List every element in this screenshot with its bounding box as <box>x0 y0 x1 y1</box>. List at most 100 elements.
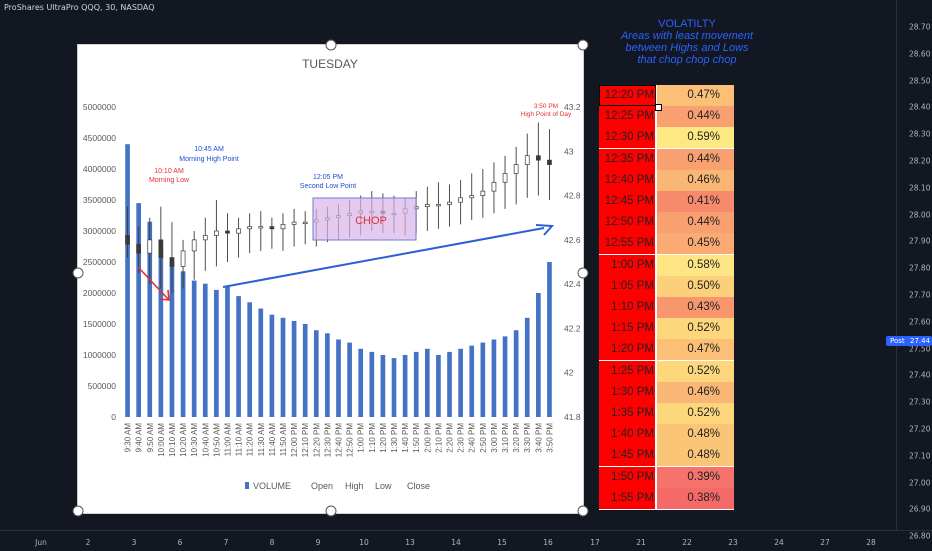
resize-handle-bottom[interactable] <box>325 505 337 517</box>
volatility-table[interactable]: 12:20 PM 0.47% 12:25 PM 0.44% 12:30 PM 0.59% 1… <box>599 85 734 510</box>
volume-bar <box>214 289 219 417</box>
volatility-row[interactable]: 1:55 PM 0.38% <box>599 487 734 509</box>
volatility-percent: 0.45% <box>657 233 734 255</box>
volume-bar <box>158 249 164 417</box>
morning-high-time: 10:45 AM <box>194 146 224 153</box>
volatility-row[interactable]: 1:20 PM 0.47% <box>599 339 734 361</box>
ohlc-body <box>547 159 552 165</box>
volatility-row[interactable]: 1:15 PM 0.52% <box>599 318 734 340</box>
x-axis-tick-label: 11:50 AM <box>279 423 288 457</box>
symbol-title: ProShares UltraPro QQQ, 30, NASDAQ <box>4 3 155 12</box>
second-low-time: 12:05 PM <box>313 174 343 181</box>
resize-handle-left[interactable] <box>72 267 84 279</box>
volatility-time: 1:10 PM <box>599 297 655 318</box>
volatility-percent: 0.52% <box>657 318 734 340</box>
x-axis-tick-label: 12:20 PM <box>312 423 321 458</box>
volatility-time: 12:55 PM <box>599 233 655 255</box>
post-price-badge: Post 27.44 <box>886 336 932 346</box>
volume-bar <box>325 333 330 417</box>
volatility-percent: 0.47% <box>657 85 734 106</box>
volume-bar <box>247 302 253 417</box>
price-tick-label: 27.70 <box>909 290 931 300</box>
volatility-percent: 0.39% <box>657 466 734 488</box>
volatility-row[interactable]: 12:40 PM 0.46% <box>599 169 734 191</box>
volatility-percent: 0.52% <box>657 403 734 424</box>
price-tick-label: 27.20 <box>909 424 931 434</box>
volatility-row[interactable]: 1:50 PM 0.39% <box>599 466 734 488</box>
price-axis[interactable]: 28.70 28.60 28.50 28.40 28.30 28.20 28.10 28.00… <box>896 0 932 541</box>
x-axis-tick-label: 10:40 AM <box>201 423 210 457</box>
volume-bar <box>547 262 552 417</box>
volatility-time: 12:20 PM <box>599 85 655 106</box>
volatility-row[interactable]: 12:25 PM 0.44% <box>599 106 734 128</box>
left-axis-tick-label: 3500000 <box>83 195 116 205</box>
right-axis-tick-label: 42 <box>564 368 574 378</box>
x-axis-tick-label: 2:20 PM <box>446 423 455 453</box>
resize-handle-bottom-right[interactable] <box>577 505 589 517</box>
high-of-day-time: 3:50 PM <box>534 103 558 110</box>
right-axis-tick-label: 42.8 <box>564 191 581 201</box>
resize-handle-top[interactable] <box>325 39 337 51</box>
right-axis-tick-label: 43.2 <box>564 102 581 112</box>
trend-arrow-head <box>535 224 555 236</box>
volatility-row[interactable]: 12:30 PM 0.59% <box>599 127 734 149</box>
volume-bar <box>147 221 153 417</box>
volatility-row[interactable]: 1:45 PM 0.48% <box>599 445 734 467</box>
time-axis[interactable]: Jun 2 3 6 7 8 9 10 13 14 15 16 17 21 22 23 24 27 28 <box>0 530 932 551</box>
volatility-row[interactable]: 1:00 PM 0.58% <box>599 254 734 276</box>
x-axis-tick-label: 11:30 AM <box>257 423 266 457</box>
volatility-row[interactable]: 12:45 PM 0.41% <box>599 191 734 212</box>
volatility-row[interactable]: 1:40 PM 0.48% <box>599 424 734 446</box>
volatility-time: 1:25 PM <box>599 360 655 382</box>
x-axis-tick-label: 12:40 PM <box>335 423 344 458</box>
volatility-row[interactable]: 1:25 PM 0.52% <box>599 360 734 382</box>
left-axis-tick-label: 5000000 <box>83 102 116 112</box>
ohlc-body <box>214 230 219 236</box>
volatility-percent: 0.44% <box>657 212 734 234</box>
x-axis-tick-label: 11:10 AM <box>235 423 244 457</box>
right-axis-tick-label: 42.2 <box>564 323 581 333</box>
time-tick-label: 17 <box>590 538 600 547</box>
volatility-row[interactable]: 1:05 PM 0.50% <box>599 275 734 297</box>
volatility-time: 12:25 PM <box>599 106 655 128</box>
ohlc-body <box>202 235 208 241</box>
ohlc-body <box>458 197 463 203</box>
volatility-row[interactable]: 1:30 PM 0.46% <box>599 381 734 403</box>
selection-handle[interactable] <box>655 104 662 111</box>
morning-low-arrow-head <box>159 289 170 301</box>
chart-title: TUESDAY <box>302 57 358 71</box>
price-tick-label: 27.60 <box>909 317 931 327</box>
x-axis-tick-label: 3:30 PM <box>523 423 532 453</box>
volatility-row[interactable]: 1:35 PM 0.52% <box>599 403 734 424</box>
ohlc-body <box>225 230 230 234</box>
volatility-time: 12:35 PM <box>599 148 655 170</box>
volatility-row[interactable]: 12:35 PM 0.44% <box>599 148 734 170</box>
x-axis-tick-label: 10:20 AM <box>179 423 188 457</box>
resize-handle-top-right[interactable] <box>577 39 589 51</box>
x-axis-tick-label: 1:00 PM <box>357 423 366 453</box>
x-axis-tick-label: 3:10 PM <box>501 423 510 453</box>
right-axis-tick-label: 41.8 <box>564 412 581 422</box>
x-axis-tick-label: 12:10 PM <box>301 423 310 458</box>
volatility-row[interactable]: 1:10 PM 0.43% <box>599 297 734 318</box>
volatility-row[interactable]: 12:50 PM 0.44% <box>599 212 734 234</box>
volume-bar <box>258 308 264 417</box>
x-axis-tick-label: 9:50 AM <box>146 423 155 453</box>
ohlc-body <box>513 164 519 174</box>
image-panel[interactable]: TUESDAY 0 500000 1000000 1500000 2000000 25000… <box>77 44 584 514</box>
post-label: Post <box>890 337 905 345</box>
volatility-row[interactable]: 12:55 PM 0.45% <box>599 233 734 255</box>
volatility-percent: 0.47% <box>657 339 734 361</box>
x-axis-tick-label: 2:30 PM <box>457 423 466 453</box>
resize-handle-bottom-left[interactable] <box>72 505 84 517</box>
volatility-time: 1:20 PM <box>599 339 655 361</box>
resize-handle-right[interactable] <box>577 267 589 279</box>
volatility-row[interactable]: 12:20 PM 0.47% <box>599 85 734 106</box>
volume-bar <box>536 293 541 417</box>
volume-bar <box>125 144 130 417</box>
volume-bar <box>502 336 508 417</box>
x-axis-tick-label: 9:30 AM <box>124 423 133 453</box>
high-of-day-label: High Point of Day <box>521 111 572 118</box>
x-axis-tick-label: 12:00 PM <box>290 423 299 458</box>
volume-bar <box>413 351 419 417</box>
